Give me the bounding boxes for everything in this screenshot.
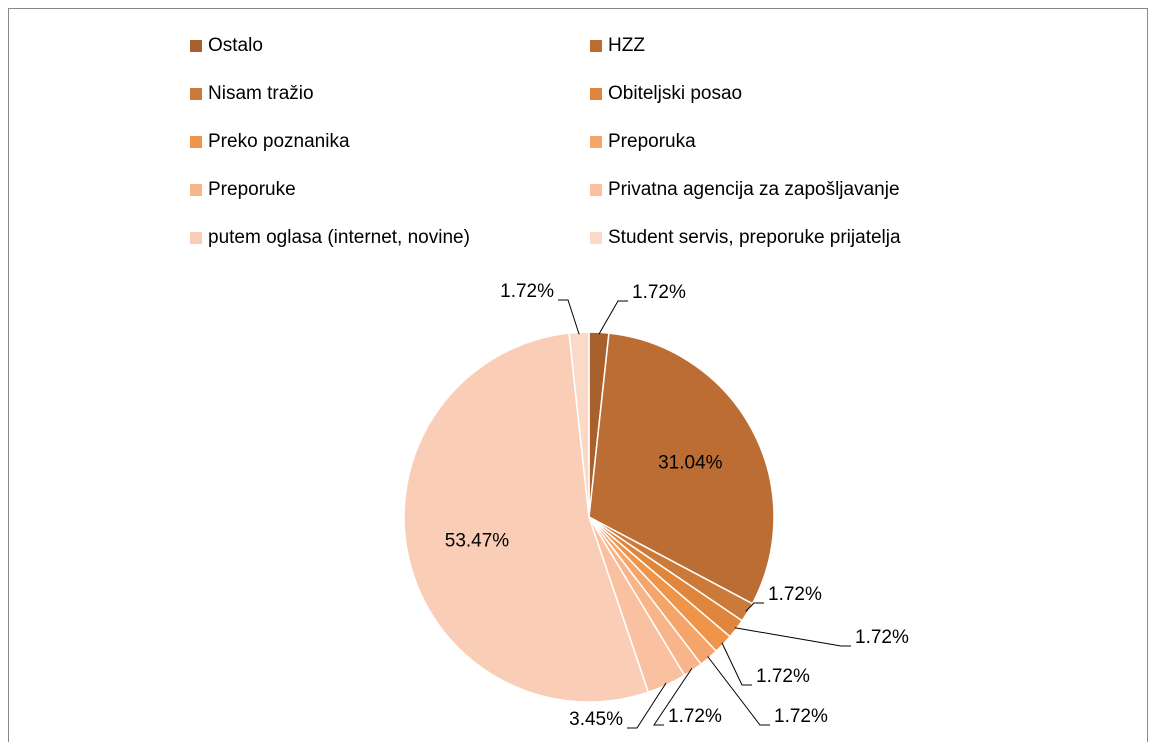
legend-label: HZZ bbox=[608, 35, 645, 56]
data-label: 31.04% bbox=[658, 452, 723, 473]
legend-label: Student servis, preporuke prijatelja bbox=[608, 227, 901, 248]
legend-swatch bbox=[190, 232, 202, 244]
legend-swatch bbox=[590, 40, 602, 52]
leader-line bbox=[721, 642, 752, 686]
pie-slice bbox=[403, 332, 650, 703]
data-label: 1.72% bbox=[768, 584, 822, 605]
legend-swatch bbox=[190, 136, 202, 148]
leader-line bbox=[734, 627, 851, 647]
leader-line bbox=[745, 602, 764, 612]
legend-label: putem oglasa (internet, novine) bbox=[208, 227, 470, 248]
legend-swatch bbox=[190, 40, 202, 52]
legend-label: Preporuka bbox=[608, 131, 696, 152]
data-label: 1.72% bbox=[774, 706, 828, 727]
legend-swatch bbox=[590, 184, 602, 196]
leader-line bbox=[558, 299, 580, 335]
data-label: 3.45% bbox=[569, 709, 623, 730]
legend-label: Privatna agencija za zapošljavanje bbox=[608, 179, 900, 200]
data-label: 1.72% bbox=[756, 666, 810, 687]
legend-swatch bbox=[590, 88, 602, 100]
leader-line bbox=[627, 682, 667, 729]
legend-swatch bbox=[590, 232, 602, 244]
legend-label: Obiteljski posao bbox=[608, 83, 742, 104]
data-label: 1.72% bbox=[668, 706, 722, 727]
data-label: 53.47% bbox=[445, 531, 510, 552]
data-label: 1.72% bbox=[500, 281, 554, 302]
legend-swatch bbox=[190, 184, 202, 196]
data-label: 1.72% bbox=[855, 627, 909, 648]
legend-label: Ostalo bbox=[208, 35, 263, 56]
data-label: 1.72% bbox=[632, 282, 686, 303]
legend-label: Nisam tražio bbox=[208, 83, 314, 104]
leader-line bbox=[653, 668, 693, 726]
legend-label: Preko poznanika bbox=[208, 131, 350, 152]
pie-slice bbox=[568, 331, 590, 518]
legend-swatch bbox=[190, 88, 202, 100]
leader-line bbox=[598, 300, 628, 335]
legend-label: Preporuke bbox=[208, 179, 296, 200]
legend-swatch bbox=[590, 136, 602, 148]
pie-slice bbox=[588, 332, 775, 605]
leader-line bbox=[707, 656, 770, 726]
